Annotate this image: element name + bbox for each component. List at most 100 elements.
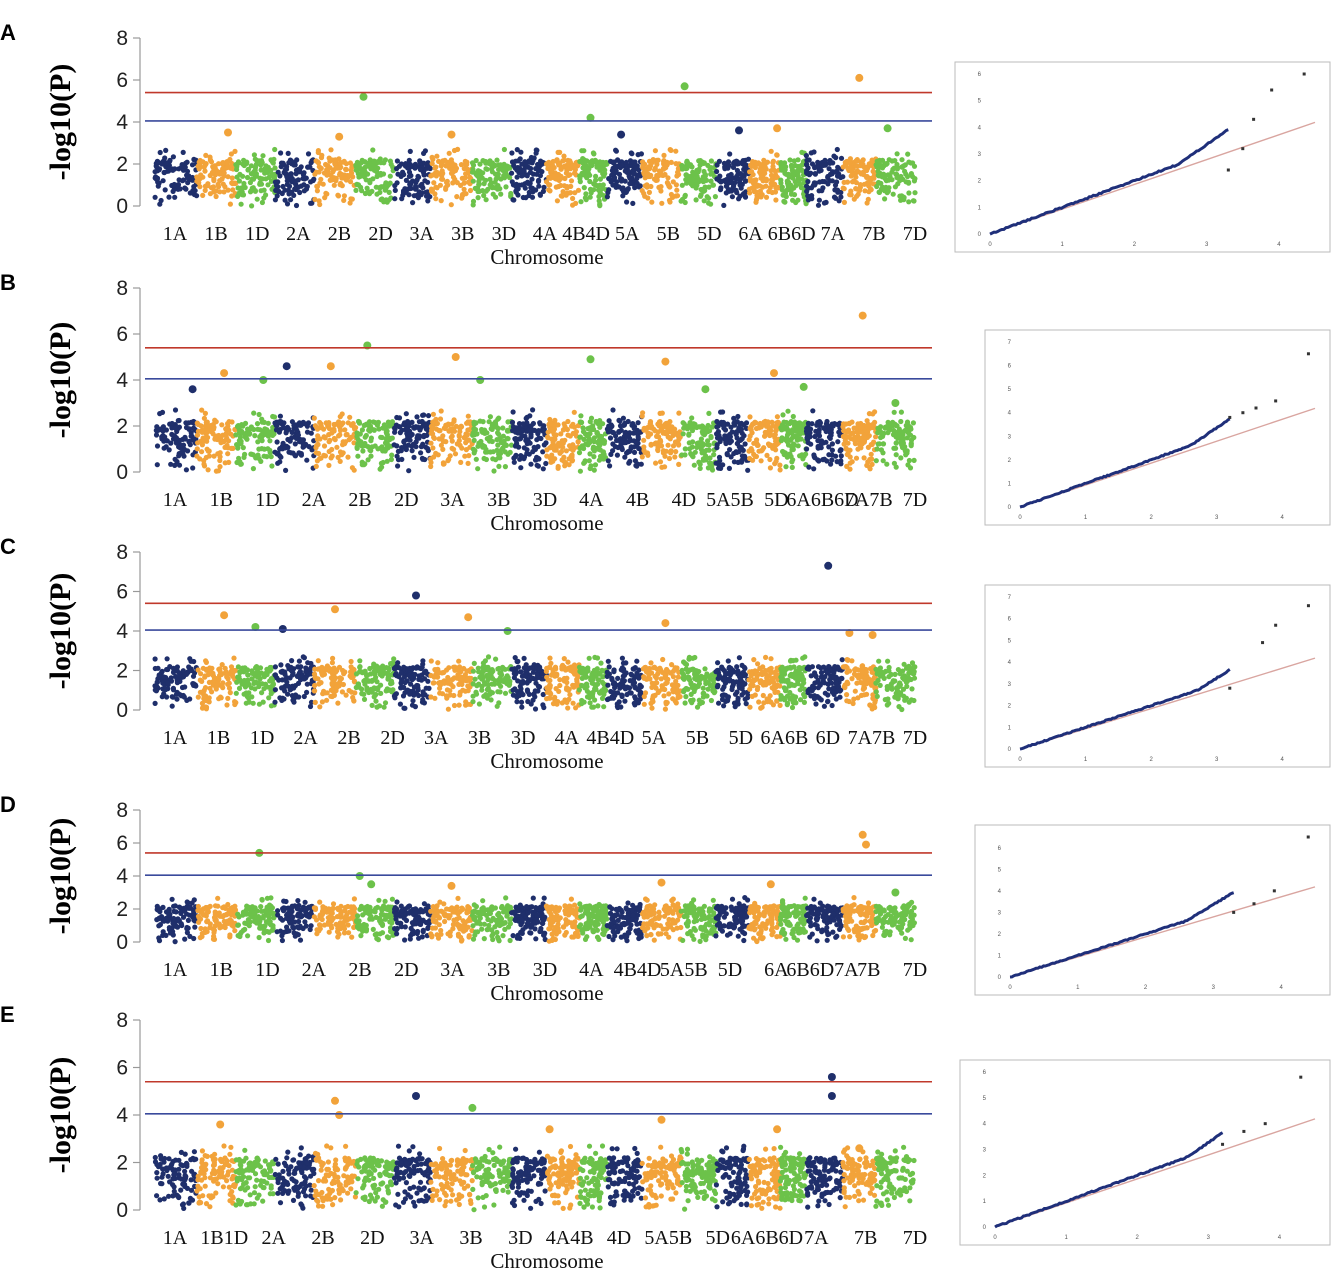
snp-point: [194, 453, 200, 459]
snp-point: [809, 421, 815, 427]
snp-point: [600, 456, 607, 462]
snp-point: [742, 441, 748, 447]
chromosome-tick-label: 6A: [738, 223, 763, 245]
snp-point: [746, 437, 752, 443]
snp-point: [576, 450, 583, 456]
snp-point: [495, 174, 501, 180]
snp-point: [806, 157, 812, 163]
snp-point: [619, 176, 625, 182]
snp-point: [534, 462, 540, 468]
snp-point: [359, 427, 365, 433]
snp-point: [898, 418, 904, 425]
snp-point: [479, 428, 485, 435]
snp-point: [442, 157, 448, 163]
snp-point: [873, 458, 879, 464]
snp-point: [239, 422, 245, 428]
snp-point: [199, 407, 205, 413]
snp-point: [705, 438, 711, 444]
snp-point: [748, 427, 754, 433]
snp-point: [232, 148, 238, 154]
chromosome-5B: [639, 410, 684, 470]
snp-point: [438, 408, 444, 414]
snp-point: [580, 429, 587, 435]
snp-point: [747, 414, 753, 420]
snp-point: [333, 178, 339, 184]
snp-point: [703, 447, 710, 453]
snp-point: [622, 420, 628, 426]
snp-point: [701, 432, 708, 438]
snp-point: [773, 447, 779, 453]
snp-point: [685, 423, 691, 429]
snp-point: [550, 458, 556, 464]
snp-point: [342, 669, 348, 675]
chromosome-7D: [873, 409, 917, 471]
snp-point: [591, 467, 597, 473]
snp-point: [847, 460, 853, 466]
snp-point: [878, 424, 884, 430]
chromosome-5D: [678, 158, 719, 207]
snp-point: [769, 189, 775, 196]
snp-point: [452, 451, 459, 457]
snp-point: [164, 656, 170, 662]
snp-point: [697, 158, 704, 164]
snp-point: [407, 431, 413, 437]
snp-point: [271, 156, 277, 162]
snp-point: [437, 182, 443, 188]
snp-point: [638, 151, 645, 157]
snp-point: [700, 424, 706, 430]
snp-point: [674, 187, 680, 193]
snp-point: [229, 175, 235, 181]
snp-point: [867, 162, 874, 168]
snp-point: [437, 428, 443, 434]
snp-point: [507, 175, 513, 181]
snp-point: [249, 185, 255, 191]
snp-point: [475, 195, 481, 201]
snp-point: [279, 697, 285, 704]
snp-point: [872, 419, 878, 425]
snp-point: [789, 164, 795, 170]
snp-point: [676, 410, 682, 416]
snp-point: [381, 422, 387, 428]
snp-point: [451, 675, 457, 681]
snp-point: [249, 176, 255, 182]
snp-point: [285, 150, 291, 156]
snp-point: [616, 184, 622, 190]
snp-point: [553, 171, 559, 177]
snp-point: [304, 457, 310, 463]
snp-point: [206, 679, 212, 686]
snp-point: [392, 187, 398, 193]
snp-point: [694, 444, 700, 450]
snp-point: [265, 182, 271, 188]
snp-point: [205, 181, 211, 187]
chromosome-tick-label: 3A: [440, 489, 465, 511]
snp-point: [905, 428, 911, 434]
snp-point: [416, 174, 422, 180]
snp-point: [269, 463, 275, 469]
snp-point: [395, 463, 401, 469]
snp-point: [424, 191, 431, 197]
snp-point: [199, 678, 205, 685]
snp-point: [693, 197, 699, 203]
snp-point: [583, 191, 589, 197]
snp-point: [400, 693, 407, 699]
snp-point: [425, 198, 431, 204]
snp-point: [765, 422, 771, 428]
snp-point: [522, 185, 528, 191]
snp-point: [827, 160, 833, 166]
snp-point: [750, 457, 756, 463]
snp-point: [202, 674, 208, 680]
snp-point: [787, 157, 793, 163]
snp-point: [207, 685, 213, 691]
snp-point: [569, 452, 575, 458]
snp-point: [717, 187, 724, 193]
snp-point: [335, 700, 341, 706]
snp-point: [417, 167, 424, 173]
snp-point: [203, 152, 209, 158]
y-tick-label: 6: [116, 323, 128, 346]
snp-point: [893, 464, 899, 470]
snp-point: [334, 444, 340, 450]
snp-point: [251, 169, 257, 175]
snp-point: [456, 658, 462, 664]
peak-snp: [770, 369, 778, 378]
snp-point: [428, 440, 434, 446]
